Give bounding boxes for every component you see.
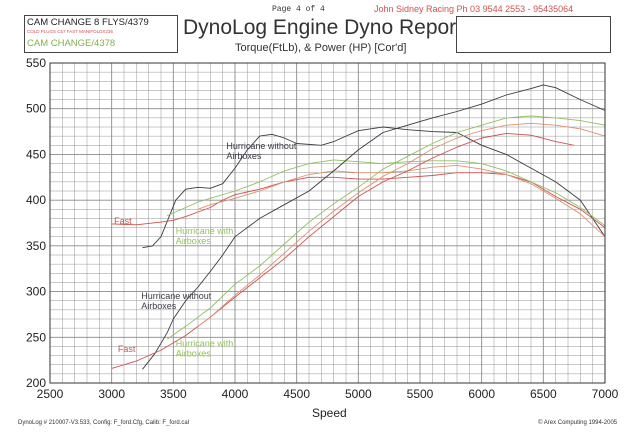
company-label: John Sidney Racing Ph 03 9544 2553 - 954… [374, 4, 574, 14]
run1-title: CAM CHANGE 8 FLYS/4379 [27, 17, 149, 28]
annotation-label: Fast [118, 344, 136, 354]
x-tick-label: 7000 [592, 387, 619, 401]
run2-title: CAM CHANGE/4378 [27, 38, 116, 49]
plot-frame [49, 62, 606, 384]
series-line-power-green_run [166, 115, 606, 340]
annotation-label-line2: Airboxes [226, 151, 262, 161]
y-tick-label: 400 [26, 193, 46, 207]
x-tick-label: 3500 [160, 387, 187, 401]
annotation-label: Hurricane without [141, 291, 212, 301]
footer-config: DynoLog # 210007-V3.533, Config: F_ford.… [18, 420, 190, 426]
x-axis-label: Speed [312, 406, 347, 420]
chart-series [111, 84, 606, 370]
x-tick-label: 5000 [345, 387, 372, 401]
x-tick-label: 4500 [283, 387, 310, 401]
run1-note: COLD PLUGS C57 FAST MANIFOLDX236 [27, 29, 113, 34]
y-tick-label: 300 [26, 285, 46, 299]
chart-ticks: 2500 3000 3500 4000 4500 5000 5500 6000 6500 7000… [26, 56, 619, 401]
series-line-power-black_run [142, 84, 606, 370]
annotation-label-line2: Airboxes [141, 301, 177, 311]
annotation-label: Hurricane without [226, 141, 297, 151]
series-line-power-red_run [111, 132, 575, 369]
page-label: Page 4 of 4 [272, 5, 325, 14]
y-tick-label: 450 [26, 147, 46, 161]
y-tick-label: 350 [26, 239, 46, 253]
chart-subtitle: Torque(FtLb), & Power (HP) [Cor'd] [235, 42, 407, 54]
annotation-label: Hurricane with [176, 338, 234, 348]
footer-copyright: © Arex Computing 1994-2005 [538, 420, 618, 426]
annotation-label: Hurricane with [176, 226, 234, 236]
series-line-torque-black_run [142, 126, 606, 249]
x-tick-label: 5500 [407, 387, 434, 401]
series-line-power-salmon_run [197, 122, 606, 327]
x-tick-label: 6500 [530, 387, 557, 401]
annotation-label-line2: Airboxes [176, 348, 212, 358]
x-tick-label: 6000 [468, 387, 495, 401]
annotation-label: Fast [114, 216, 132, 226]
series-line-torque-green_run [167, 159, 606, 227]
chart-grid [49, 62, 606, 384]
x-tick-label: 2500 [37, 387, 64, 401]
x-tick-label: 3000 [98, 387, 125, 401]
x-tick-label: 4000 [222, 387, 249, 401]
notes-box [456, 16, 611, 53]
y-tick-label: 200 [26, 376, 46, 390]
y-tick-label: 550 [26, 56, 46, 70]
run-legend-box [24, 15, 178, 53]
annotation-label-line2: Airboxes [176, 236, 212, 246]
series-line-torque-salmon_run [197, 164, 606, 238]
y-tick-label: 250 [26, 330, 46, 344]
y-tick-label: 500 [26, 102, 46, 116]
report-title: DynoLog Engine Dyno Report [183, 16, 463, 39]
